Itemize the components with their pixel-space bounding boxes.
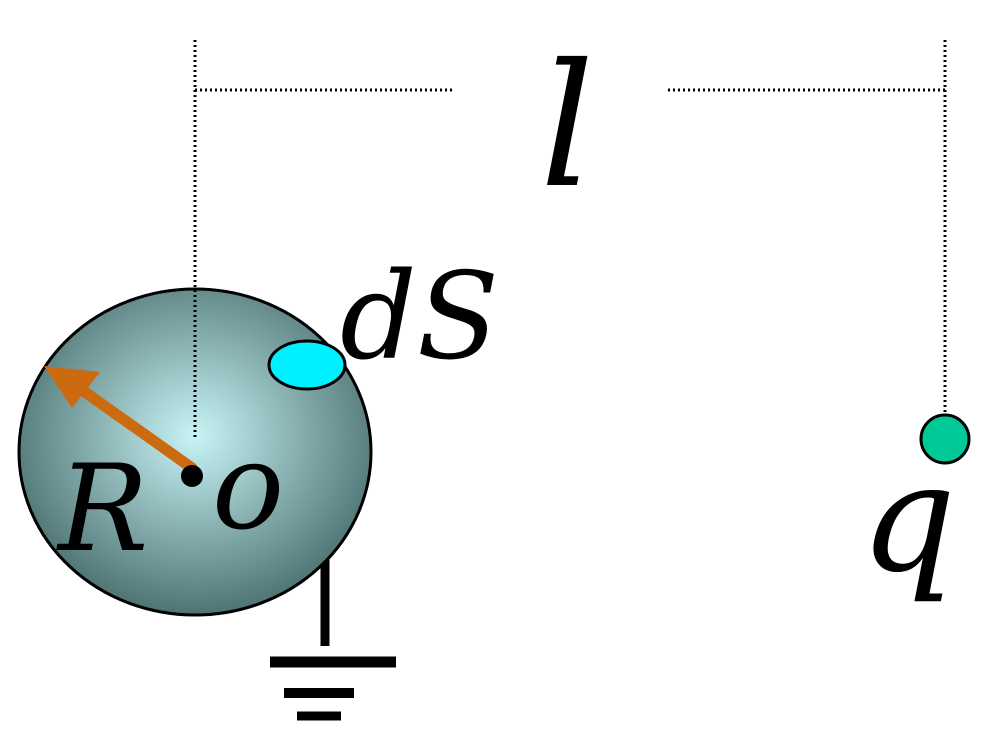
- radius-label: R: [56, 440, 148, 579]
- center-label: o: [212, 418, 284, 557]
- surface-element-patch: [267, 339, 347, 391]
- radius-arrow-shaft: [76, 384, 198, 474]
- radius-arrow-head: [44, 366, 100, 408]
- charge-label: q: [860, 432, 956, 606]
- center-point: [181, 465, 203, 487]
- surface-element-label: dS: [340, 248, 499, 387]
- distance-label: l: [540, 28, 594, 226]
- point-charge: [919, 413, 971, 465]
